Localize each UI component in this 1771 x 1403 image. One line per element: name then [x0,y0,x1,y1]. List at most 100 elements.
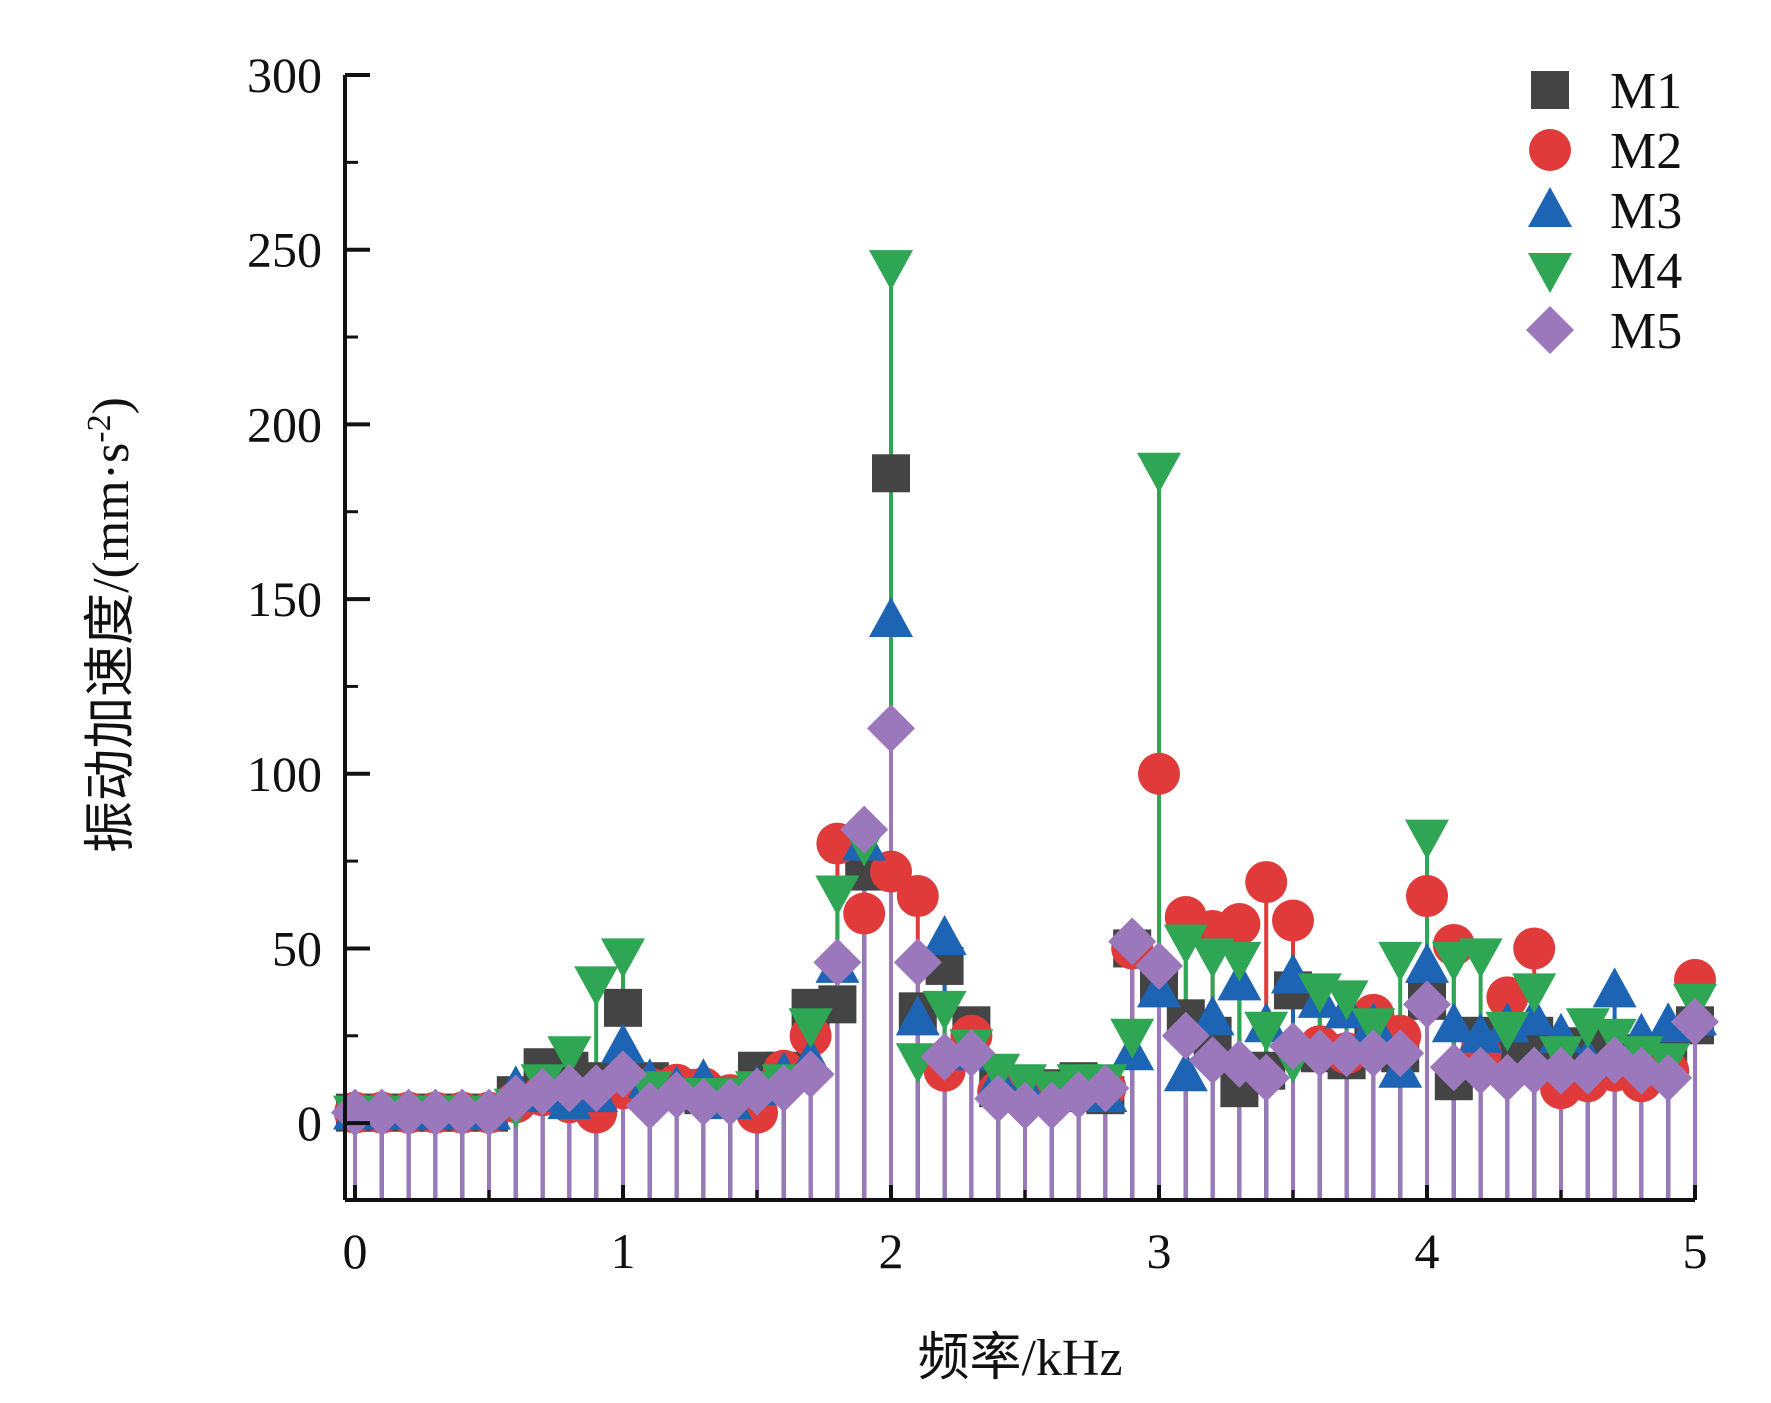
y-axis-title-superscript: -2 [81,414,118,442]
data-point [1245,861,1288,904]
legend-label: M4 [1610,243,1682,300]
data-point [1218,902,1261,945]
data-point [976,1053,1021,1094]
data-point [1217,941,1262,982]
data-point [1405,819,1449,860]
data-point [867,704,915,753]
data-point [1081,1064,1130,1113]
data-point [1108,917,1157,966]
data-point [1110,1018,1155,1059]
data-point [1244,1011,1289,1052]
x-tick-label: 4 [1415,1223,1440,1279]
marker-series-M5 [331,704,1719,1137]
y-tick-label: 100 [247,746,322,802]
data-point [1644,1053,1693,1102]
data-point [604,988,642,1027]
data-point [1322,1029,1371,1078]
data-point [1242,1053,1291,1102]
data-point [1513,927,1556,970]
data-point [411,1088,460,1137]
data-point [1163,924,1208,965]
y-tick-label: 200 [247,396,322,452]
data-point [922,990,967,1031]
data-point [869,250,913,291]
y-tick-label: 0 [297,1095,322,1151]
x-tick-label: 3 [1147,1223,1172,1279]
y-tick-label: 250 [247,222,322,278]
data-point [679,1078,728,1127]
data-point [1376,1029,1425,1078]
data-point [893,938,942,987]
legend-label: M3 [1610,183,1682,240]
x-ticks: 0 1 2 3 4 5 [343,1185,1708,1279]
legend-label: M2 [1610,123,1682,180]
data-point [788,1008,833,1049]
data-markers [331,250,1719,1137]
data-point [547,1036,592,1077]
y-tick-label: 300 [247,47,322,103]
legend-marker-M3 [1528,187,1572,227]
legend-marker-M5 [1526,306,1574,354]
data-point [1485,1011,1530,1052]
data-point [1272,899,1314,942]
x-tick-label: 1 [611,1223,636,1279]
data-point [1163,1051,1208,1092]
data-point [1138,752,1180,795]
y-ticks: 0 50 100 150 200 250 300 [247,47,370,1151]
data-point [813,938,862,987]
axes [343,75,1695,1202]
data-point [1431,941,1476,982]
data-point [872,454,910,493]
data-point [1001,1081,1049,1130]
data-point [1349,1029,1398,1078]
data-point [1512,995,1557,1036]
x-tick-label: 5 [1683,1223,1708,1279]
data-point [840,805,889,854]
data-point [1458,1012,1503,1053]
data-point [1510,1046,1559,1095]
data-point [843,892,886,935]
data-point [1190,995,1235,1036]
data-point [384,1088,433,1137]
data-point [947,1029,996,1078]
data-point [1137,452,1181,493]
data-point [545,1064,594,1113]
x-tick-label: 2 [879,1223,904,1279]
data-point [896,875,939,918]
data-point [1537,1046,1585,1095]
data-point [1458,938,1503,979]
legend-marker-M2 [1529,129,1571,171]
legend-marker-M1 [1531,71,1569,109]
data-point [786,1050,835,1099]
y-axis-title-close: ) [83,397,140,414]
data-point [869,597,913,638]
data-point [922,914,967,955]
data-point [1565,1008,1610,1049]
data-point [1592,967,1637,1008]
legend-label: M1 [1610,63,1682,120]
data-point [1161,1011,1210,1060]
data-point [1512,973,1557,1014]
data-point [870,850,912,893]
data-point [1403,980,1451,1029]
data-point [601,1023,645,1064]
data-point [1406,875,1448,918]
data-point [1405,942,1449,983]
data-point [574,966,619,1007]
data-point [1351,1008,1396,1049]
data-point [599,1050,647,1099]
legend-label: M5 [1610,303,1682,360]
legend-marker-M4 [1528,253,1572,293]
x-axis-title: 频率/kHz [917,1330,1122,1387]
data-point [1135,941,1183,990]
y-tick-label: 150 [247,571,322,627]
y-axis-title-main: 振动加速度/(mm·s [83,443,140,853]
data-point [895,995,940,1036]
data-point [601,938,645,979]
data-point [1378,941,1423,982]
data-point [1486,976,1529,1019]
data-point [438,1088,487,1137]
data-point [1431,1002,1476,1043]
